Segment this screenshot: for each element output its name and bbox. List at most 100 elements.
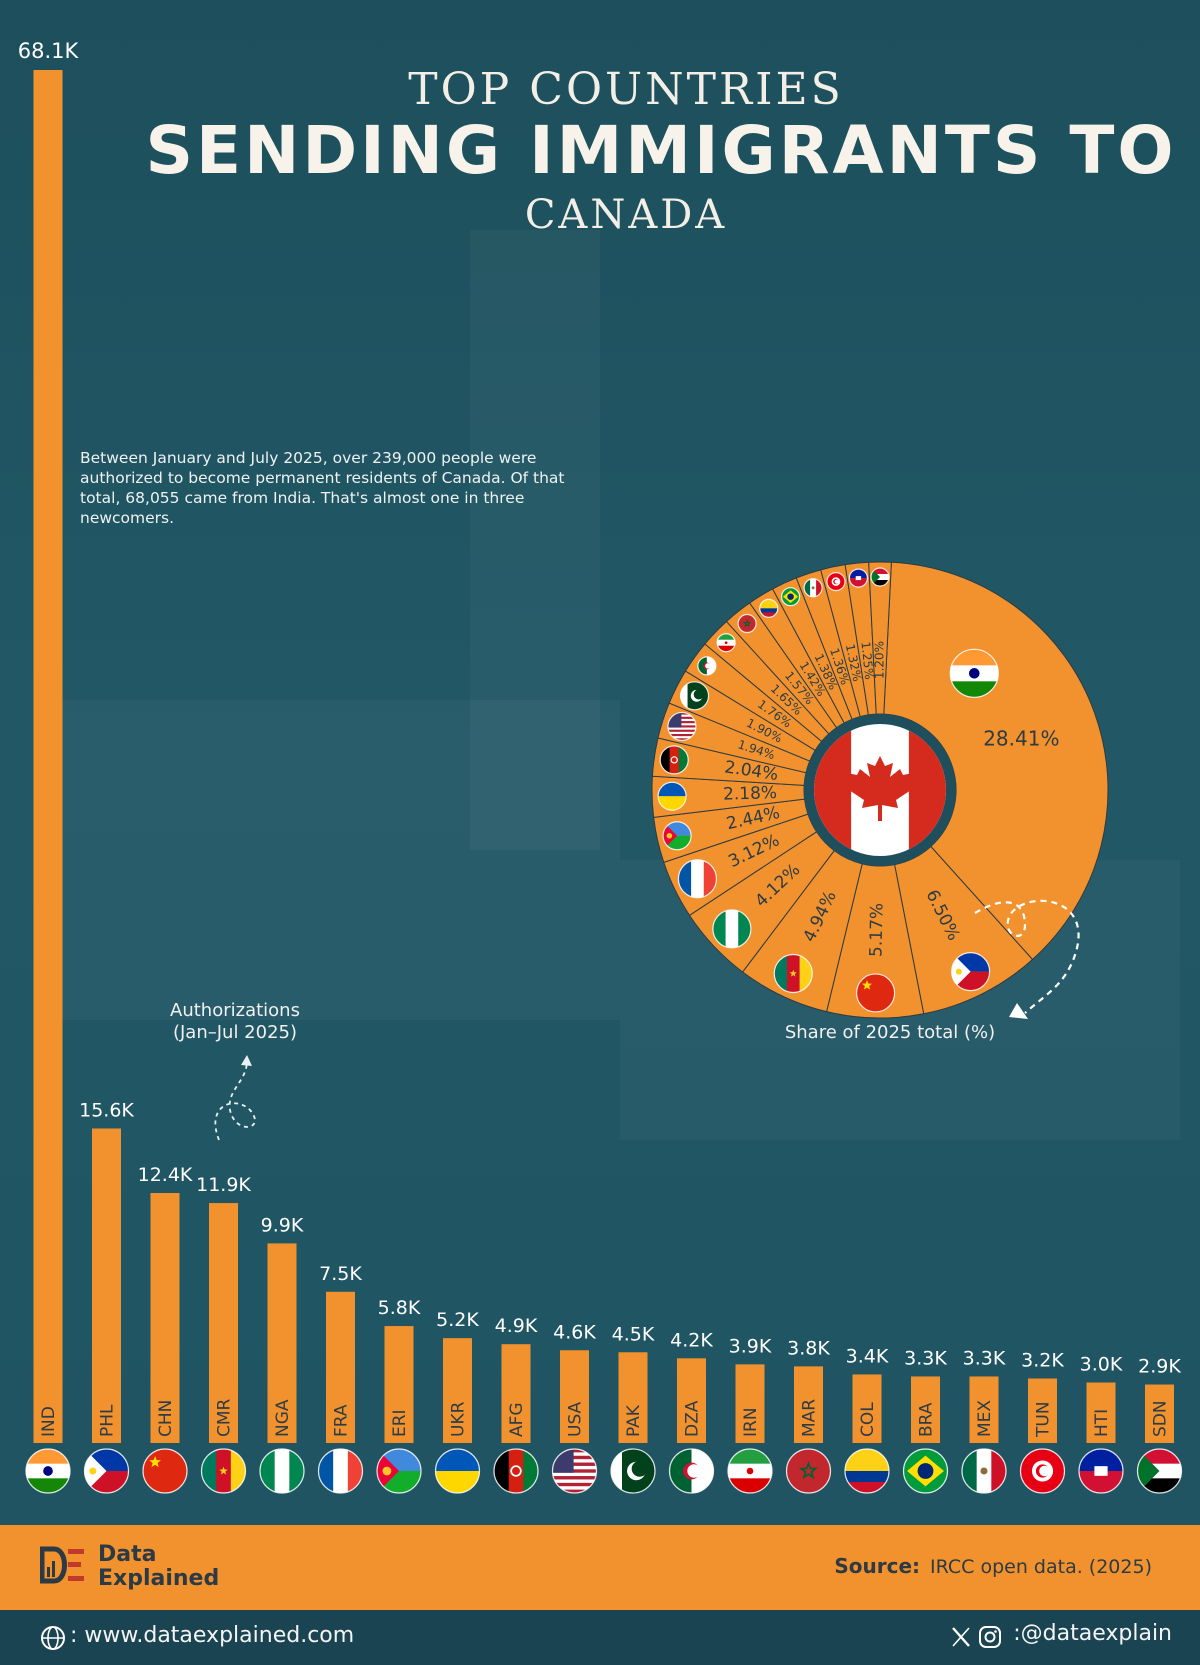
- globe-icon: [41, 1626, 65, 1650]
- bar-eri: [384, 1326, 414, 1443]
- bar-group-chn: 12.4K CHN: [138, 1164, 193, 1443]
- bar-col: [852, 1374, 882, 1443]
- flag-icon-sdn: [870, 567, 890, 587]
- flag-icon-chn: [855, 973, 896, 1013]
- bar-nga: [267, 1243, 297, 1443]
- website-link[interactable]: : www.dataexplained.com: [70, 1623, 355, 1648]
- bar-category-label: USA: [566, 1401, 586, 1437]
- footer-bar: [0, 1525, 1200, 1610]
- bar-group-hti: 3.0K HTI: [1080, 1354, 1123, 1443]
- title-line-1: TOP COUNTRIES: [408, 64, 844, 115]
- bar-value-label: 4.9K: [495, 1315, 538, 1337]
- bar-group-mex: 3.3K MEX: [963, 1347, 1006, 1443]
- bar-group-tun: 3.2K TUN: [1021, 1349, 1064, 1443]
- flag-icon-fra: [317, 1448, 364, 1494]
- bar-value-label: 12.4K: [138, 1164, 193, 1186]
- bar-sdn: [1145, 1384, 1174, 1443]
- source-text: IRCC open data. (2025): [930, 1556, 1152, 1578]
- bar-category-label: AFG: [507, 1402, 527, 1437]
- bar-value-label: 2.9K: [1138, 1356, 1181, 1378]
- bar-value-label: 68.1K: [18, 39, 80, 63]
- bar-value-label: 7.5K: [319, 1263, 362, 1285]
- flag-icon-mar: [785, 1448, 832, 1494]
- bar-category-label: IND: [39, 1406, 59, 1437]
- bar-value-label: 5.2K: [436, 1309, 479, 1331]
- flag-icon-irn: [716, 633, 736, 653]
- flag-icon-eri: [662, 821, 692, 851]
- intro-paragraph: Between January and July 2025, over 239,…: [80, 449, 565, 527]
- flag-icon-ukr: [434, 1448, 481, 1494]
- flag-icon-tun: [1019, 1448, 1066, 1494]
- flag-icon-col: [759, 598, 779, 618]
- flag-icon-afg: [659, 745, 689, 775]
- social-icons: [952, 1626, 1001, 1648]
- bar-category-label: MEX: [975, 1400, 995, 1437]
- bar-category-label: IRN: [741, 1407, 761, 1437]
- flag-icon-cmr: [200, 1448, 247, 1494]
- bar-ind: [33, 70, 63, 1443]
- flag-icon-pak: [610, 1448, 656, 1494]
- bar-category-label: PHL: [98, 1404, 118, 1437]
- bar-value-label: 15.6K: [79, 1099, 134, 1121]
- flag-icon-ind: [949, 648, 999, 698]
- flag-icon-pak: [679, 681, 710, 711]
- bar-value-label: 4.6K: [553, 1321, 596, 1343]
- bar-mar: [794, 1366, 823, 1443]
- bar-value-label: 4.5K: [612, 1323, 655, 1345]
- bar-value-label: 3.2K: [1021, 1349, 1064, 1371]
- flag-icon-ind: [25, 1448, 71, 1494]
- bar-group-afg: 4.9K AFG: [495, 1315, 538, 1443]
- pie-slice-label: 2.18%: [723, 783, 778, 805]
- dashed-arrow-icon: [974, 899, 1080, 1019]
- flag-icon-tun: [826, 572, 846, 592]
- flag-icon-phl: [951, 952, 991, 992]
- canada-flag-icon: [804, 714, 956, 866]
- bar-value-label: 3.3K: [904, 1347, 947, 1369]
- flag-icon-mex: [803, 578, 823, 598]
- dashed-arrow-icon: [214, 1055, 256, 1141]
- bar-category-label: TUN: [1034, 1401, 1054, 1438]
- bar-chart: 68.1K IND 15.6K PHL 12.4K CHN 11.9K CMR 9.9K NGA 7…: [18, 39, 1183, 1494]
- bar-group-usa: 4.6K USA: [553, 1321, 596, 1443]
- flag-icon-hti: [1078, 1448, 1124, 1494]
- bar-axis-note: Authorizations (Jan–Jul 2025): [170, 1000, 300, 1043]
- bar-value-label: 9.9K: [261, 1214, 304, 1236]
- x-icon[interactable]: [952, 1627, 970, 1647]
- bar-irn: [735, 1364, 765, 1443]
- bar-group-fra: 7.5K FRA: [319, 1263, 362, 1443]
- pie-slice-label: 28.41%: [983, 726, 1059, 750]
- flag-icon-irn: [727, 1448, 773, 1494]
- bar-category-label: UKR: [449, 1401, 469, 1437]
- source-label: Source:: [834, 1554, 921, 1578]
- bar-pak: [618, 1352, 648, 1443]
- brand-line-1: Data: [98, 1542, 157, 1567]
- source-note: Source: IRCC open data. (2025): [834, 1554, 1152, 1578]
- bar-category-label: PAK: [624, 1404, 644, 1437]
- flag-icon-ukr: [657, 781, 687, 811]
- bar-ukr: [443, 1338, 472, 1443]
- flag-icon-mar: [737, 613, 757, 634]
- flag-icon-bra: [902, 1448, 949, 1494]
- bar-category-label: ERI: [390, 1409, 410, 1437]
- flag-icon-phl: [83, 1448, 130, 1494]
- data-explained-logo-icon: [40, 1546, 84, 1584]
- bar-category-label: MAR: [800, 1399, 820, 1437]
- flag-icon-sdn: [1136, 1448, 1183, 1494]
- instagram-icon[interactable]: [979, 1626, 1001, 1648]
- bar-category-label: NGA: [273, 1399, 293, 1437]
- flag-icon-mex: [961, 1448, 1007, 1494]
- bar-value-label: 3.4K: [846, 1345, 889, 1367]
- flag-icon-dza: [668, 1448, 715, 1494]
- bar-category-label: HTI: [1092, 1409, 1112, 1437]
- bar-group-sdn: 2.9K SDN: [1138, 1356, 1181, 1443]
- bar-hti: [1086, 1382, 1116, 1443]
- social-handle[interactable]: :@dataexplain: [1013, 1621, 1172, 1646]
- flag-icon-chn: [142, 1448, 188, 1494]
- flag-icon-cmr: [773, 953, 813, 994]
- bar-group-pak: 4.5K PAK: [612, 1323, 655, 1443]
- bar-group-nga: 9.9K NGA: [261, 1214, 304, 1443]
- flag-icon-col: [844, 1448, 890, 1494]
- bar-tun: [1028, 1378, 1057, 1443]
- flag-icon-hti: [848, 568, 869, 588]
- bar-value-label: 3.9K: [729, 1335, 772, 1357]
